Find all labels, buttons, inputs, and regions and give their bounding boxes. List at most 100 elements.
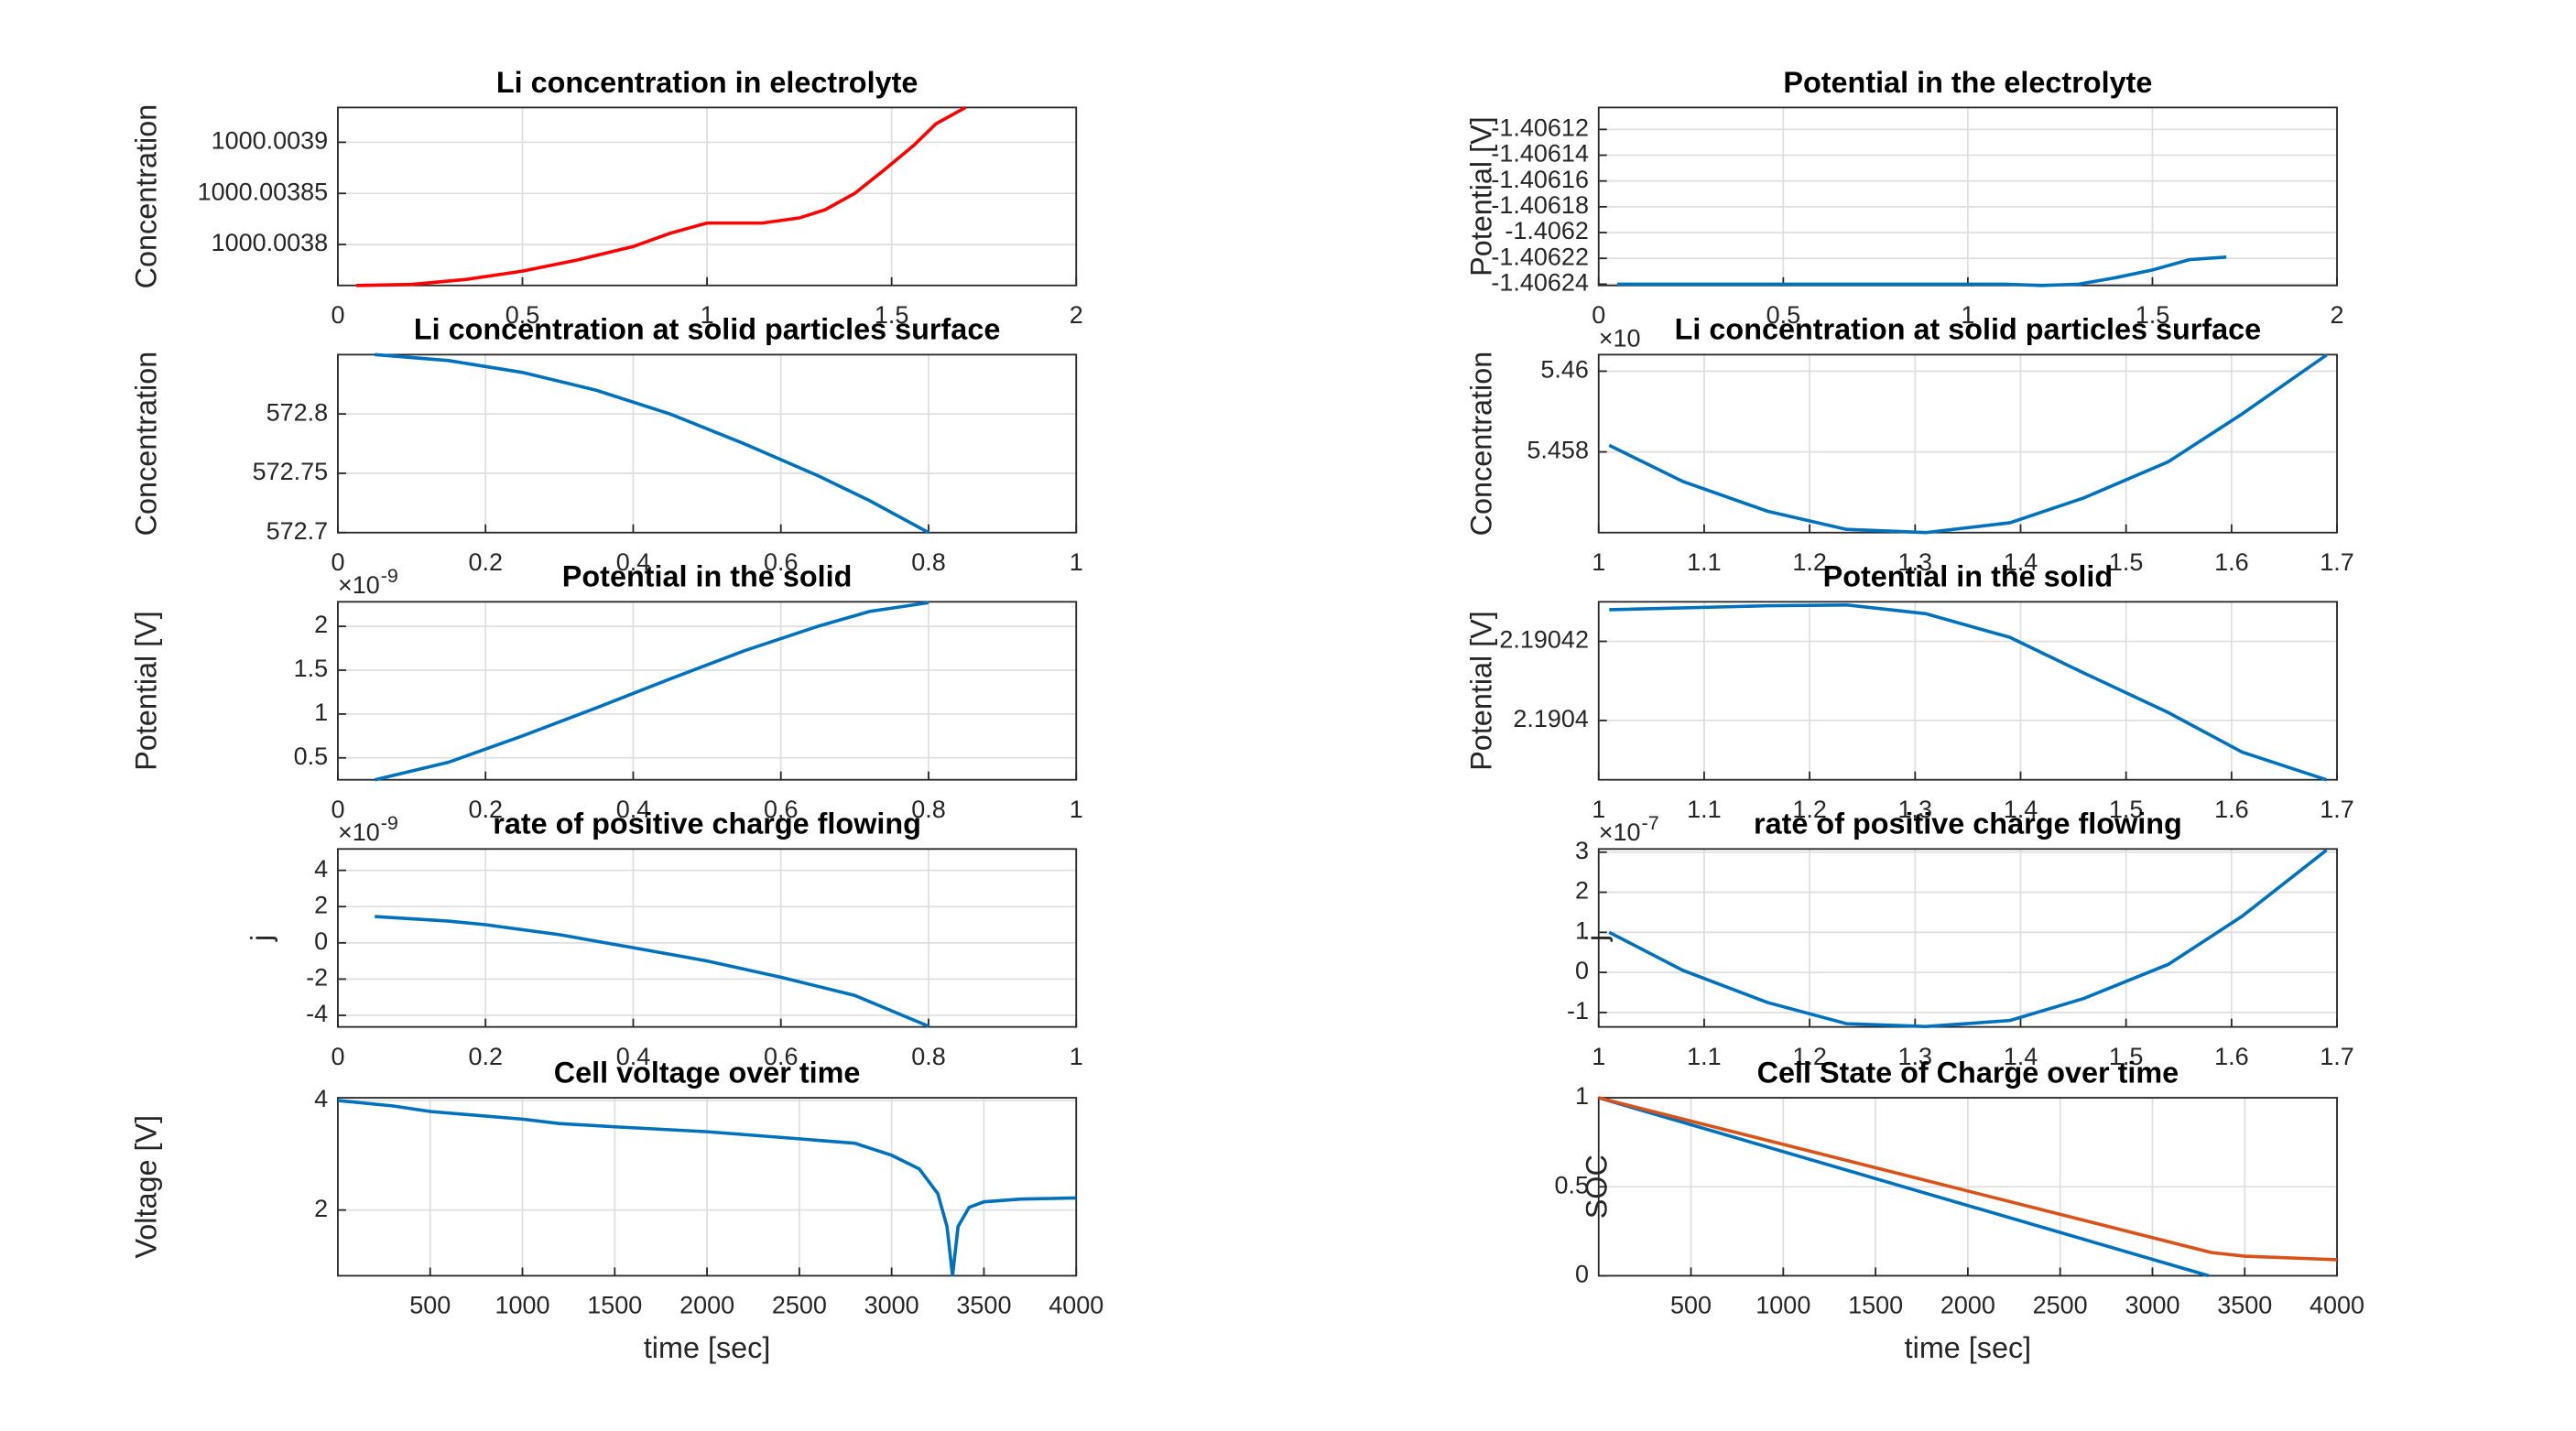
x-tick-label: 1.5 xyxy=(2109,796,2144,823)
axes-box xyxy=(337,601,1078,781)
y-exponent: -9 xyxy=(381,564,398,587)
x-tick-label: 1.5 xyxy=(875,301,909,329)
x-tick-label: 0.8 xyxy=(911,1043,946,1070)
chart-title: Potential in the solid xyxy=(562,560,853,593)
line xyxy=(1598,1096,2210,1278)
x-tick-label: 1500 xyxy=(1848,1292,1903,1319)
axes-box xyxy=(337,848,1078,1028)
x-tick-label: 1.5 xyxy=(2109,1043,2144,1070)
x-tick-label: 1.6 xyxy=(2214,796,2249,823)
plot-area xyxy=(1598,602,2338,780)
y-axis-label: SOC xyxy=(1580,1155,1613,1219)
x-tick-label: 1 xyxy=(1070,796,1083,823)
chart-title: rate of positive charge flowing xyxy=(493,808,921,840)
plot-area xyxy=(1598,354,2338,533)
x-tick-label: 1000 xyxy=(495,1292,550,1319)
x-tick-label: 1.5 xyxy=(2109,548,2144,576)
y-tick-label: 0 xyxy=(1575,957,1589,984)
y-multiplier: ×10 xyxy=(1599,324,1641,352)
y-tick-label: -1.40624 xyxy=(1491,268,1589,296)
x-tick-label: 0 xyxy=(331,548,344,576)
line xyxy=(375,915,929,1028)
line xyxy=(374,601,929,782)
x-tick-label: 1 xyxy=(1070,1043,1083,1070)
x-tick-label: 3000 xyxy=(2125,1292,2179,1319)
y-tick-label: 4 xyxy=(314,1085,328,1112)
axes-box xyxy=(337,353,1078,534)
x-tick-label: 0 xyxy=(331,301,344,329)
y-axis-label: Potential [V] xyxy=(130,611,163,771)
y-tick-label: -1.40622 xyxy=(1491,243,1589,270)
x-tick-label: 500 xyxy=(1670,1292,1712,1319)
x-tick-label: 1 xyxy=(701,301,714,329)
y-tick-label: 1 xyxy=(1575,916,1589,944)
chart-title: rate of positive charge flowing xyxy=(1754,808,2182,840)
x-tick-label: 0.2 xyxy=(468,1043,503,1070)
y-axis-label: Potential [V] xyxy=(1464,611,1497,771)
x-tick-label: 1.4 xyxy=(2004,1043,2038,1070)
x-tick-label: 4000 xyxy=(2310,1292,2364,1319)
x-tick-label: 0 xyxy=(1592,301,1605,329)
x-tick-label: 1.1 xyxy=(1687,796,1722,823)
y-tick-label: 1000.00385 xyxy=(198,178,329,205)
chart-title: Li concentration in electrolyte xyxy=(496,66,918,99)
y-tick-label: 2 xyxy=(1575,877,1589,905)
x-tick-label: 0 xyxy=(331,1043,344,1070)
y-tick-label: 572.8 xyxy=(266,398,329,426)
y-multiplier: ×10 xyxy=(338,818,380,846)
y-axis-label: Voltage [V] xyxy=(130,1115,163,1259)
x-tick-label: 1500 xyxy=(587,1292,642,1319)
x-tick-label: 0.4 xyxy=(616,796,651,823)
x-tick-label: 3000 xyxy=(864,1292,919,1319)
x-tick-label: 2 xyxy=(2331,301,2344,329)
y-axis-label: Potential [V] xyxy=(1464,116,1497,276)
y-tick-label: 1.5 xyxy=(294,655,329,682)
x-tick-label: 2000 xyxy=(679,1292,734,1319)
y-tick-label: -1.40618 xyxy=(1491,191,1589,219)
y-axis-label: j xyxy=(1580,935,1613,942)
x-tick-label: 0.6 xyxy=(764,1043,799,1070)
chart-title: Potential in the electrolyte xyxy=(1783,66,2152,99)
chart-title: Potential in the solid xyxy=(1823,560,2114,593)
x-tick-label: 1.7 xyxy=(2320,796,2354,823)
x-tick-label: 2000 xyxy=(1940,1292,1995,1319)
line xyxy=(1608,353,2328,535)
y-tick-label: 1 xyxy=(314,699,328,726)
x-tick-label: 0.5 xyxy=(1766,301,1801,329)
x-tick-label: 0.8 xyxy=(911,548,946,576)
x-tick-label: 3500 xyxy=(956,1292,1011,1319)
x-tick-label: 1 xyxy=(1592,548,1605,576)
x-tick-label: 1.3 xyxy=(1898,548,1933,576)
y-exponent: -7 xyxy=(1642,811,1659,834)
y-tick-label: 2.19042 xyxy=(1499,626,1589,654)
x-tick-label: 0.8 xyxy=(911,796,946,823)
x-axis-label: time [sec] xyxy=(644,1331,771,1364)
x-axis-label: time [sec] xyxy=(1905,1331,2032,1364)
x-tick-label: 1.2 xyxy=(1792,1043,1827,1070)
y-tick-label: 0 xyxy=(1575,1261,1589,1288)
x-tick-label: 0.4 xyxy=(616,1043,651,1070)
y-tick-label: 5.458 xyxy=(1527,437,1589,464)
plot-area xyxy=(337,354,1077,533)
y-axis-label: Concentration xyxy=(130,352,163,537)
y-tick-label: -1.40614 xyxy=(1491,140,1589,168)
y-tick-label: 1 xyxy=(1575,1082,1589,1110)
line xyxy=(1598,1096,2338,1262)
x-tick-label: 1.1 xyxy=(1687,1043,1722,1070)
chart-title: Cell State of Charge over time xyxy=(1757,1056,2179,1089)
x-tick-label: 0.2 xyxy=(468,548,503,576)
x-tick-label: 1 xyxy=(1070,548,1083,576)
line xyxy=(356,105,967,287)
x-tick-label: 1.6 xyxy=(2214,1043,2249,1070)
y-tick-label: 5.46 xyxy=(1540,356,1589,384)
y-tick-label: 2.1904 xyxy=(1513,705,1589,732)
x-tick-label: 2500 xyxy=(2033,1292,2088,1319)
y-tick-label: 0.5 xyxy=(1554,1171,1589,1198)
axes-box xyxy=(1597,353,2338,534)
plot-area xyxy=(337,849,1077,1027)
line xyxy=(337,1099,1077,1276)
y-tick-label: 0.5 xyxy=(294,743,329,770)
y-tick-label: -1.40612 xyxy=(1491,114,1589,141)
x-tick-label: 0 xyxy=(331,796,344,823)
y-axis-label: j xyxy=(245,935,278,942)
